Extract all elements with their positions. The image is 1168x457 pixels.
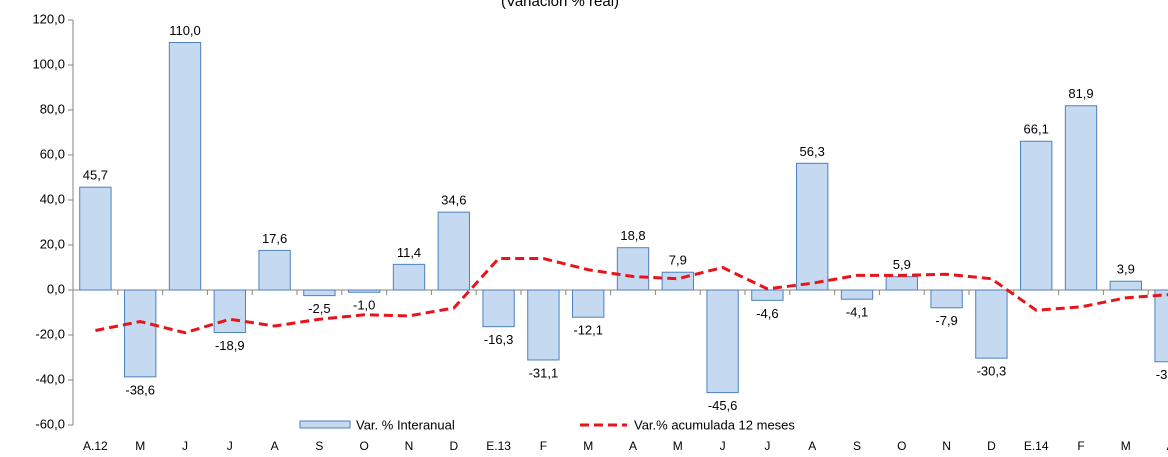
bar bbox=[527, 289, 560, 361]
x-tick-label: O bbox=[360, 439, 369, 453]
x-tick-label: M bbox=[1121, 439, 1131, 453]
x-tick-label: S bbox=[315, 439, 323, 453]
data-label: 11,4 bbox=[397, 245, 421, 260]
bar bbox=[482, 289, 515, 328]
x-tick-label: A bbox=[808, 439, 816, 453]
bar bbox=[796, 162, 829, 291]
x-tick-label: M bbox=[673, 439, 683, 453]
data-label: -12,1 bbox=[573, 323, 603, 338]
data-label: 5,9 bbox=[893, 257, 911, 272]
y-tick-label: 40,0 bbox=[40, 191, 65, 206]
bar bbox=[1109, 280, 1142, 291]
x-tick-label: A bbox=[271, 439, 279, 453]
data-label: -1,0 bbox=[353, 298, 375, 313]
y-tick-label: 120,0 bbox=[32, 11, 65, 26]
x-tick-label: E.13 bbox=[486, 439, 511, 453]
data-label: 17,6 bbox=[262, 231, 287, 246]
bar bbox=[975, 289, 1008, 359]
x-tick-label: J bbox=[227, 439, 233, 453]
x-tick-label: J bbox=[764, 439, 770, 453]
bar bbox=[840, 289, 874, 300]
data-label: -7,9 bbox=[935, 313, 957, 328]
bar bbox=[348, 289, 381, 293]
x-tick-label: D bbox=[987, 439, 996, 453]
bar bbox=[1154, 289, 1168, 363]
bar bbox=[751, 289, 784, 301]
bar bbox=[616, 247, 650, 291]
data-label: 45,7 bbox=[83, 168, 108, 183]
x-tick-label: A bbox=[629, 439, 637, 453]
bar bbox=[1020, 140, 1053, 291]
data-label: -30,3 bbox=[977, 364, 1007, 379]
data-label: -45,6 bbox=[708, 398, 738, 413]
data-label: 18,8 bbox=[620, 228, 645, 243]
data-label: 66,1 bbox=[1024, 122, 1049, 137]
x-tick-label: S bbox=[853, 439, 861, 453]
bar bbox=[392, 263, 426, 291]
data-label: 34,6 bbox=[441, 193, 466, 208]
bar bbox=[437, 211, 470, 291]
y-tick-label: -60,0 bbox=[35, 416, 65, 431]
x-tick-label: O bbox=[897, 439, 906, 453]
data-label: 7,9 bbox=[669, 253, 687, 268]
x-tick-label: J bbox=[182, 439, 188, 453]
x-tick-label: A bbox=[1167, 439, 1168, 453]
x-tick-label: F bbox=[1077, 439, 1084, 453]
y-tick-label: 20,0 bbox=[40, 236, 65, 251]
data-label: -31,9 bbox=[1156, 367, 1168, 382]
legend-label: Var. % Interanual bbox=[356, 417, 455, 432]
data-label: 110,0 bbox=[169, 23, 201, 38]
data-label: 81,9 bbox=[1068, 86, 1093, 101]
x-tick-label: M bbox=[135, 439, 145, 453]
legend-label: Var.% acumulada 12 meses bbox=[634, 417, 795, 432]
line bbox=[95, 257, 1168, 335]
data-label: 3,9 bbox=[1117, 262, 1135, 277]
data-label: -16,3 bbox=[484, 332, 514, 347]
data-label: -31,1 bbox=[529, 365, 559, 380]
data-label: -18,9 bbox=[215, 338, 245, 353]
data-label: 56,3 bbox=[800, 144, 825, 159]
bar bbox=[213, 289, 246, 334]
data-label: -4,1 bbox=[846, 305, 868, 320]
data-label: -38,6 bbox=[125, 382, 155, 397]
y-tick-label: -40,0 bbox=[35, 371, 65, 386]
x-tick-label: F bbox=[540, 439, 547, 453]
x-tick-label: E.14 bbox=[1024, 439, 1049, 453]
x-tick-label: D bbox=[449, 439, 458, 453]
x-tick-label: M bbox=[583, 439, 593, 453]
x-tick-label: J bbox=[720, 439, 726, 453]
bar bbox=[124, 289, 157, 378]
bar bbox=[168, 42, 202, 291]
y-tick-label: 60,0 bbox=[40, 146, 65, 161]
data-label: -2,5 bbox=[308, 301, 330, 316]
bar bbox=[258, 249, 291, 291]
bar bbox=[1064, 105, 1098, 291]
y-tick-label: 0,0 bbox=[47, 281, 65, 296]
legend-swatch bbox=[299, 420, 351, 429]
bar bbox=[79, 186, 112, 291]
data-label: -4,6 bbox=[756, 306, 778, 321]
bar bbox=[706, 289, 739, 394]
bar bbox=[572, 289, 605, 318]
bar bbox=[885, 276, 918, 291]
x-tick-label: A.12 bbox=[83, 439, 108, 453]
x-tick-label: N bbox=[942, 439, 951, 453]
y-tick-label: 80,0 bbox=[40, 101, 65, 116]
y-tick-label: 100,0 bbox=[32, 56, 65, 71]
chart-subtitle: (Variación % real) bbox=[501, 0, 619, 10]
y-tick-label: -20,0 bbox=[35, 326, 65, 341]
bar bbox=[930, 289, 963, 309]
x-tick-label: N bbox=[405, 439, 414, 453]
bar bbox=[303, 289, 336, 297]
